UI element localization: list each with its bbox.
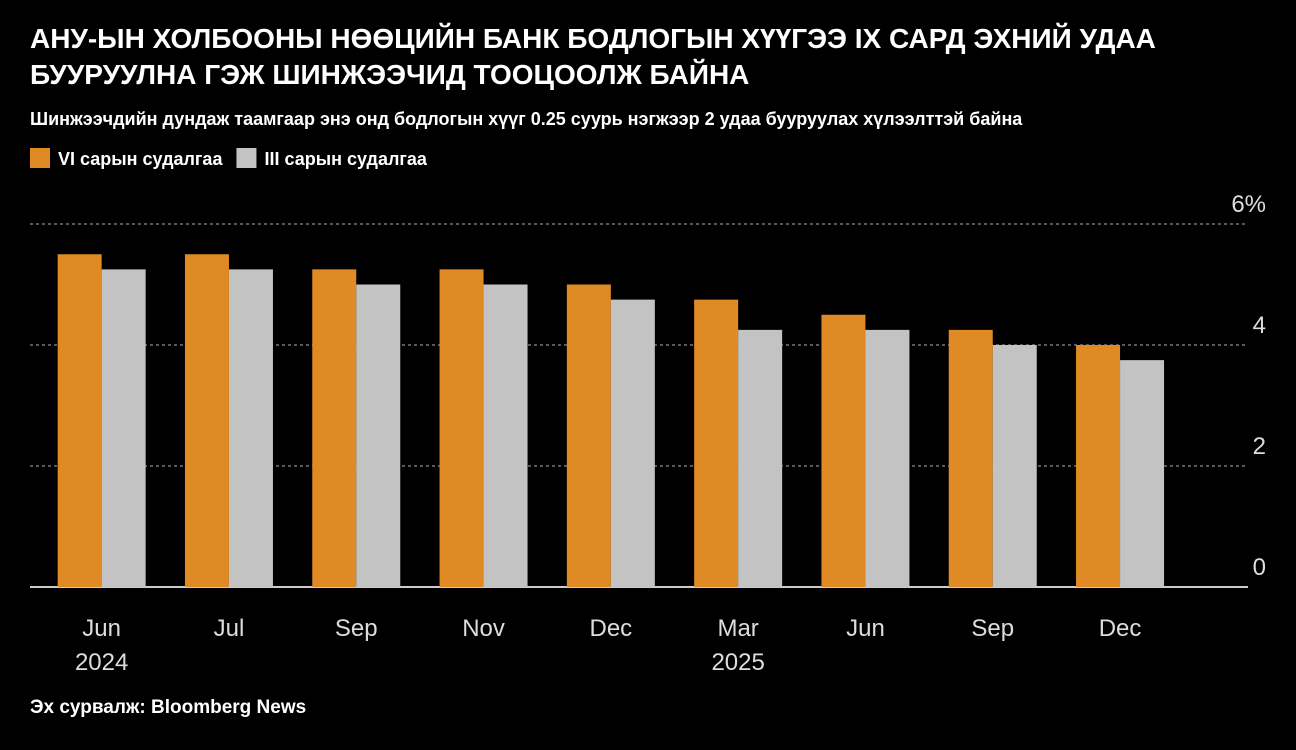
x-tick-year: 2024 bbox=[75, 649, 128, 676]
bar bbox=[1120, 360, 1165, 587]
bar bbox=[992, 345, 1037, 587]
bar bbox=[694, 299, 739, 587]
y-tick-label: 6% bbox=[1231, 191, 1266, 218]
bar bbox=[566, 284, 611, 587]
chart-subtitle: Шинжээчдийн дундаж таамгаар энэ онд бодл… bbox=[30, 109, 1023, 129]
x-tick-label: Sep bbox=[971, 615, 1014, 642]
source: Эх сурвалж: Bloomberg News bbox=[30, 697, 306, 718]
legend-label: VI сарын судалгаа bbox=[58, 149, 223, 169]
x-tick-year: 2025 bbox=[711, 649, 764, 676]
bar bbox=[738, 329, 783, 587]
bar bbox=[821, 314, 866, 587]
bar bbox=[356, 284, 401, 587]
bar bbox=[865, 329, 910, 587]
x-tick-label: Jul bbox=[214, 615, 245, 642]
bar bbox=[312, 269, 357, 587]
y-tick-label: 2 bbox=[1253, 433, 1266, 460]
x-tick-label: Nov bbox=[462, 615, 505, 642]
x-tick-label: Jun bbox=[846, 615, 885, 642]
chart-title: АНУ-ЫН ХОЛБООНЫ НӨӨЦИЙН БАНК БОДЛОГЫН ХҮ… bbox=[30, 22, 1156, 90]
bar bbox=[184, 254, 229, 587]
bar bbox=[948, 329, 993, 587]
legend-label: III сарын судалгаа bbox=[264, 149, 427, 169]
x-tick-label: Dec bbox=[590, 615, 633, 642]
bar bbox=[228, 269, 273, 587]
bar bbox=[57, 254, 102, 587]
x-tick-label: Jun bbox=[82, 615, 121, 642]
y-tick-label: 0 bbox=[1253, 554, 1266, 581]
x-tick-label: Mar bbox=[717, 615, 758, 642]
bar bbox=[1076, 345, 1121, 587]
bar bbox=[610, 299, 655, 587]
bar bbox=[439, 269, 484, 587]
x-tick-label: Dec bbox=[1099, 615, 1142, 642]
y-tick-label: 4 bbox=[1253, 312, 1266, 339]
bar bbox=[483, 284, 528, 587]
x-tick-label: Sep bbox=[335, 615, 378, 642]
legend-swatch bbox=[236, 148, 257, 168]
legend-swatch bbox=[30, 148, 50, 168]
bar bbox=[101, 269, 146, 587]
